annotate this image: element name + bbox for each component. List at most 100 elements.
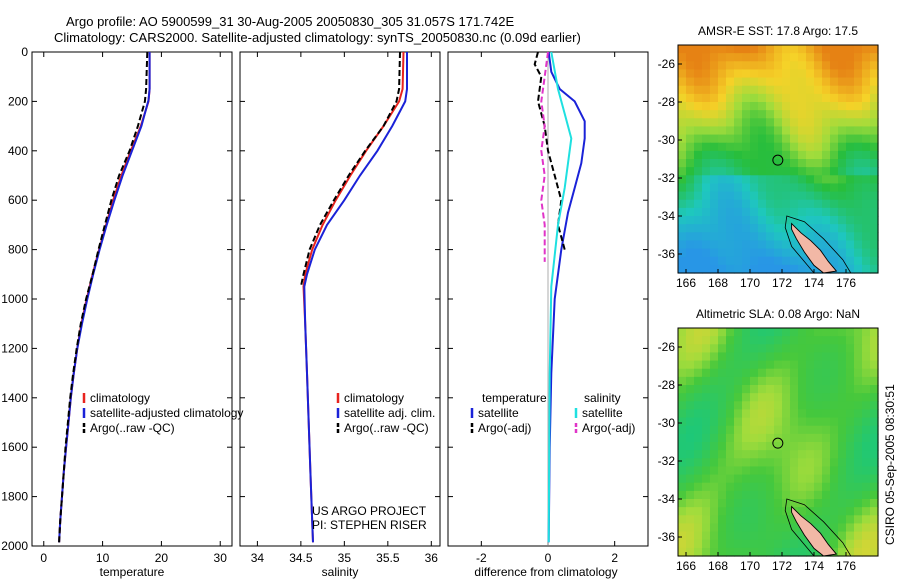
coastline-land [791, 505, 838, 557]
map-cell [806, 336, 815, 345]
map-cell [782, 142, 791, 152]
map-cell [758, 53, 767, 62]
map-cell [814, 482, 823, 492]
map-cell [782, 85, 791, 95]
map-frame [677, 44, 879, 274]
map-cell [806, 507, 815, 516]
map-cell [822, 385, 831, 394]
map-cell [758, 458, 767, 468]
map-cell [790, 61, 799, 71]
map-cell [838, 344, 847, 354]
map-cell [678, 248, 687, 258]
map-cell [726, 118, 735, 128]
map-cell [766, 393, 775, 402]
map-cell [838, 490, 847, 500]
map-cell [782, 77, 791, 87]
map-cell [710, 199, 719, 209]
map-cell [718, 401, 727, 411]
map-cell [678, 142, 687, 152]
map-cell [766, 499, 775, 508]
map-cell [726, 344, 735, 354]
map-cell [678, 207, 687, 217]
map-cell [830, 352, 839, 362]
map-cell [710, 216, 719, 225]
map-cell [846, 417, 855, 427]
map-cell [718, 167, 727, 176]
map-cell [750, 433, 759, 443]
map-cell [830, 77, 839, 87]
map-cell [790, 352, 799, 362]
map-cell [814, 183, 823, 193]
map-cell [742, 433, 751, 443]
map-cell [678, 393, 687, 402]
map-cell [774, 77, 783, 87]
map-cell [742, 118, 751, 128]
map-cell [774, 110, 783, 119]
map-cell [854, 224, 863, 233]
map-cell [822, 417, 831, 427]
map-cell [838, 77, 847, 87]
map-cell [838, 53, 847, 62]
map-cell [862, 85, 871, 95]
map-cell [814, 401, 823, 411]
map-cell [830, 368, 839, 378]
map-cell [726, 216, 735, 225]
map-cell [806, 256, 815, 266]
map-cell [782, 159, 791, 168]
map-cell [774, 360, 783, 370]
map-cell [710, 61, 719, 71]
map-cell [814, 490, 823, 500]
map-cell [870, 102, 879, 111]
map-cell [846, 240, 855, 250]
map-cell [838, 232, 847, 242]
map-cell [774, 175, 783, 185]
map-cell [678, 368, 687, 378]
map-cell [766, 474, 775, 484]
map-cell [822, 159, 831, 168]
map-cell [846, 77, 855, 87]
map-cell [806, 442, 815, 451]
map-cell [726, 264, 735, 274]
map-cell [718, 474, 727, 484]
map-cell [718, 458, 727, 468]
map-cell [686, 450, 695, 459]
map-cell [774, 85, 783, 95]
map-cell [766, 150, 775, 160]
map-cell [798, 167, 807, 176]
map-cell [798, 336, 807, 345]
map-cell [750, 360, 759, 370]
map-cell [830, 336, 839, 345]
map-cell [830, 256, 839, 266]
map-cell [806, 191, 815, 201]
map-cell [806, 102, 815, 111]
map-cell [766, 102, 775, 111]
map-cell [782, 376, 791, 386]
map-cell [734, 547, 743, 557]
map-cell [814, 61, 823, 71]
map-cell [734, 523, 743, 533]
map-cell [694, 142, 703, 152]
map-cell [718, 110, 727, 119]
map-cell [702, 224, 711, 233]
map-cell [718, 77, 727, 87]
map-cell [830, 150, 839, 160]
map-cell [790, 466, 799, 476]
map-cell [678, 499, 687, 508]
map-cell [806, 118, 815, 128]
map-cell [782, 232, 791, 242]
map-cell [766, 256, 775, 266]
map-cell [694, 385, 703, 394]
map-cell [870, 159, 879, 168]
map-cell [678, 376, 687, 386]
map-cell [854, 183, 863, 193]
map-cell [710, 466, 719, 476]
map-cell [774, 450, 783, 459]
map-cell [870, 93, 879, 103]
map-cell [766, 425, 775, 435]
map-cell [726, 175, 735, 185]
map-cell [838, 539, 847, 549]
map-cell [798, 191, 807, 201]
map-cell [782, 523, 791, 533]
map-cell [782, 466, 791, 476]
map-cell [734, 507, 743, 516]
